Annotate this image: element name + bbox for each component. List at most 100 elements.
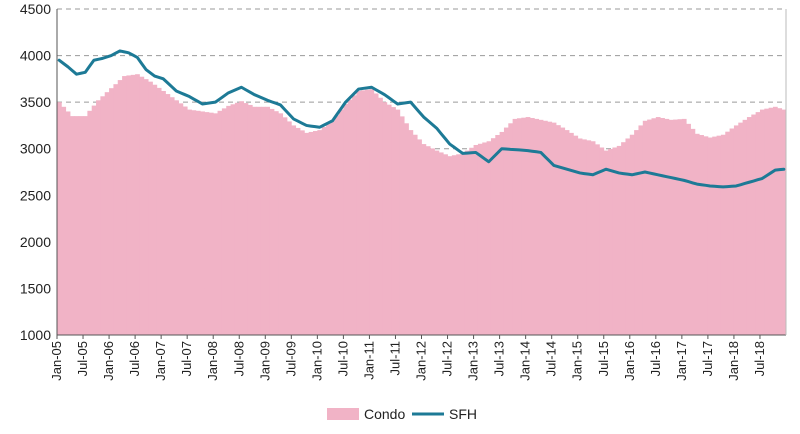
condo-month-bar (434, 150, 440, 335)
condo-month-bar (681, 118, 687, 335)
condo-month-bar (746, 117, 752, 335)
condo-month-bar (260, 106, 266, 335)
condo-month-bar (321, 127, 327, 335)
x-tick-label: Jul-08 (231, 341, 246, 376)
condo-month-bar (764, 108, 770, 335)
condo-month-bar (265, 106, 271, 335)
x-tick-label: Jan-18 (726, 341, 741, 381)
condo-month-bar (408, 130, 414, 335)
condo-month-bar (642, 120, 648, 336)
condo-month-bar (716, 135, 722, 335)
condo-month-bar (365, 89, 370, 335)
condo-month-bar (690, 128, 696, 335)
condo-area-series (57, 74, 787, 336)
condo-month-bar (278, 113, 284, 335)
condo-month-bar (456, 154, 461, 335)
condo-month-bar (529, 117, 535, 335)
condo-month-bar (469, 147, 474, 335)
condo-month-bar (473, 144, 479, 335)
condo-month-bar (599, 147, 605, 335)
condo-month-bar (139, 76, 145, 336)
condo-month-bar (282, 117, 288, 335)
condo-month-bar (221, 108, 227, 335)
condo-month-bar (447, 156, 453, 335)
condo-month-bar (256, 106, 262, 335)
x-tick-label: Jul-15 (596, 341, 611, 376)
condo-month-bar (213, 113, 218, 335)
condo-month-bar (755, 112, 761, 335)
condo-month-bar (161, 90, 166, 335)
x-tick-label: Jan-10 (309, 341, 324, 381)
x-tick-label: Jan-09 (257, 341, 272, 381)
x-tick-label: Jan-06 (101, 341, 116, 381)
condo-month-bar (777, 108, 783, 335)
x-tick-label: Jan-11 (361, 341, 376, 380)
condo-month-bar (495, 135, 501, 335)
condo-month-bar (391, 107, 396, 335)
condo-month-bar (603, 150, 609, 335)
condo-month-bar (421, 144, 427, 335)
condo-month-bar (590, 141, 596, 335)
condo-month-bar (217, 110, 223, 335)
condo-month-bar (712, 136, 717, 335)
condo-month-bar (729, 128, 735, 335)
condo-month-bar (464, 150, 470, 335)
condo-month-bar (616, 145, 622, 335)
condo-month-bar (122, 76, 127, 335)
condo-month-bar (130, 74, 136, 335)
condo-month-bar (148, 81, 153, 336)
condo-month-bar (703, 136, 709, 335)
condo-month-bar (668, 119, 674, 335)
x-tick-label: Jul-07 (179, 341, 194, 376)
condo-month-bar (78, 116, 84, 335)
condo-month-bar (651, 118, 657, 335)
condo-month-bar (74, 116, 80, 335)
condo-month-bar (152, 84, 158, 335)
condo-month-bar (326, 123, 331, 335)
condo-month-bar (347, 99, 353, 335)
condo-month-bar (204, 112, 210, 335)
condo-month-bar (538, 119, 544, 335)
x-tick-label: Jan-16 (622, 341, 637, 381)
condo-month-bar (577, 138, 583, 335)
condo-month-bar (443, 154, 448, 335)
condo-month-bar (247, 104, 253, 335)
condo-month-bar (551, 122, 557, 335)
condo-month-bar (330, 120, 336, 336)
condo-month-bar (295, 127, 301, 335)
legend-condo-swatch (327, 408, 359, 420)
condo-month-bar (100, 96, 106, 336)
condo-month-bar (508, 123, 514, 335)
x-tick-label: Jul-13 (492, 341, 507, 376)
x-tick-label: Jan-14 (518, 341, 533, 381)
condo-month-bar (165, 94, 171, 335)
condo-month-bar (664, 118, 670, 335)
condo-month-bar (373, 93, 379, 335)
condo-month-bar (230, 104, 236, 335)
condo-month-bar (178, 103, 184, 335)
condo-month-bar (70, 116, 75, 335)
condo-month-bar (378, 97, 383, 336)
condo-month-bar (569, 132, 574, 335)
condo-month-bar (339, 109, 344, 335)
condo-month-bar (425, 146, 431, 335)
condo-month-bar (560, 127, 566, 335)
condo-month-bar (399, 116, 405, 335)
condo-month-bar (317, 130, 323, 335)
condo-month-bar (352, 95, 357, 335)
condo-month-bar (191, 110, 197, 335)
condo-month-bar (521, 117, 527, 335)
condo-month-bar (490, 138, 496, 335)
condo-month-bar (109, 88, 114, 335)
condo-month-bar (612, 147, 618, 335)
condo-month-bar (547, 121, 553, 335)
condo-month-bar (143, 79, 149, 335)
condo-month-bar (573, 135, 579, 335)
condo-month-bar (300, 130, 305, 335)
condo-month-bar (386, 104, 392, 335)
condo-month-bar (273, 111, 279, 336)
condo-month-bar (117, 80, 123, 335)
condo-month-bar (634, 130, 639, 335)
condo-month-bar (83, 116, 88, 335)
